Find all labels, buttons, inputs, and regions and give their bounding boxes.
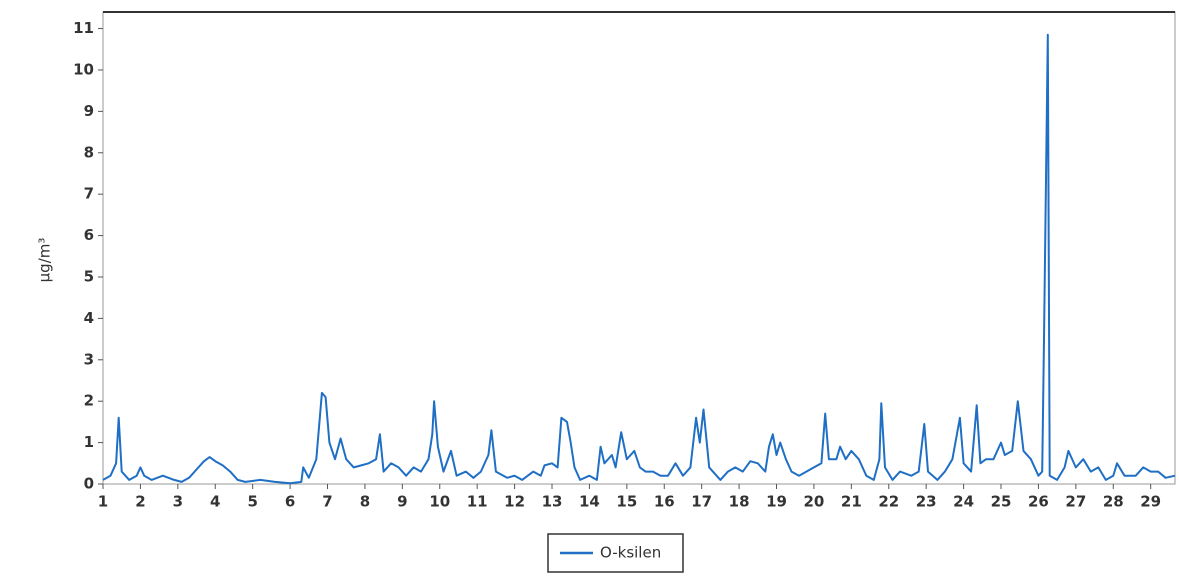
x-tick-label: 21 <box>841 493 862 511</box>
y-tick-label: 5 <box>84 267 94 285</box>
legend-box <box>547 533 684 573</box>
x-tick-label: 17 <box>691 493 712 511</box>
y-axis-label: µg/m³ <box>36 238 54 283</box>
x-tick-label: 4 <box>210 493 220 511</box>
x-tick-label: 16 <box>654 493 675 511</box>
x-tick-label: 13 <box>542 493 563 511</box>
x-tick-label: 23 <box>916 493 937 511</box>
x-tick-label: 18 <box>729 493 750 511</box>
x-tick-label: 19 <box>766 493 787 511</box>
y-tick-label: 0 <box>84 475 94 493</box>
x-tick-label: 1 <box>98 493 108 511</box>
plot-frame <box>102 11 1176 485</box>
x-tick-label: 7 <box>322 493 332 511</box>
x-tick-label: 22 <box>878 493 899 511</box>
x-tick-label: 28 <box>1103 493 1124 511</box>
x-tick-label: 29 <box>1140 493 1161 511</box>
data-line <box>102 33 1176 485</box>
x-tick-label: 5 <box>247 493 257 511</box>
legend-label: O-ksilen <box>600 544 661 562</box>
x-tick-label: 10 <box>429 493 450 511</box>
x-tick-label: 20 <box>803 493 824 511</box>
y-tick-label: 4 <box>84 309 94 327</box>
y-tick-label: 9 <box>84 102 94 120</box>
x-tick-label: 12 <box>504 493 525 511</box>
x-tick-label: 3 <box>173 493 183 511</box>
x-tick-label: 14 <box>579 493 600 511</box>
x-tick-label: 11 <box>467 493 488 511</box>
x-tick-label: 6 <box>285 493 295 511</box>
y-tick-label: 1 <box>84 433 94 451</box>
y-tick-label: 8 <box>84 143 94 161</box>
y-tick-label: 11 <box>73 19 94 37</box>
x-tick-label: 26 <box>1028 493 1049 511</box>
x-tick-label: 8 <box>360 493 370 511</box>
y-tick-label: 10 <box>73 60 94 78</box>
x-tick-label: 25 <box>991 493 1012 511</box>
x-tick-label: 24 <box>953 493 974 511</box>
x-tick-label: 9 <box>397 493 407 511</box>
y-tick-label: 7 <box>84 185 94 203</box>
y-tick-label: 6 <box>84 226 94 244</box>
y-tick-label: 3 <box>84 350 94 368</box>
x-tick-label: 27 <box>1065 493 1086 511</box>
x-tick-label: 15 <box>616 493 637 511</box>
y-tick-label: 2 <box>84 392 94 410</box>
x-tick-label: 2 <box>135 493 145 511</box>
